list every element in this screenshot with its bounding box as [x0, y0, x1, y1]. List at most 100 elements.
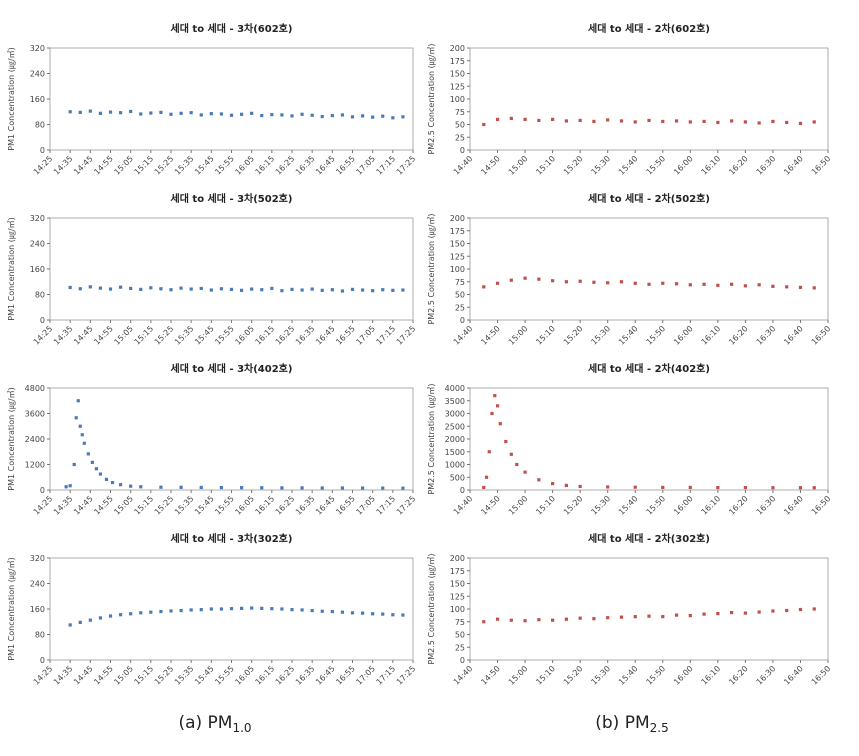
y-tick-label: 0: [460, 486, 465, 495]
x-tick-label: 16:05: [233, 324, 256, 347]
y-axis-label: PM1 Concentration (㎍/㎥): [7, 387, 17, 490]
data-point: [78, 110, 82, 114]
data-point: [578, 118, 582, 123]
x-tick-label: 15:25: [153, 664, 176, 687]
data-point: [149, 610, 153, 614]
data-point: [199, 485, 203, 490]
data-point: [360, 114, 365, 118]
x-tick-label: 15:50: [645, 494, 668, 517]
data-point: [169, 112, 173, 116]
data-point: [330, 609, 334, 614]
data-point: [523, 276, 527, 280]
data-point: [785, 608, 789, 613]
x-tick-label: 14:55: [92, 494, 115, 517]
x-tick-label: 15:15: [133, 664, 156, 687]
y-axis-label: PM2.5 Concentration (㎍/㎥): [427, 383, 437, 494]
data-point: [98, 472, 103, 476]
data-point: [199, 608, 203, 612]
x-tick-label: 16:35: [294, 154, 317, 177]
data-point: [360, 611, 365, 615]
y-tick-label: 150: [450, 580, 465, 589]
data-point: [592, 617, 596, 621]
data-point: [179, 286, 183, 290]
data-point: [209, 112, 213, 116]
data-point: [730, 282, 734, 286]
y-tick-label: 3600: [25, 410, 45, 419]
data-point: [118, 483, 123, 487]
chart-title: 세대 to 세대 - 3차(402호): [171, 362, 293, 375]
plot-frame: [469, 387, 829, 491]
data-point: [350, 115, 355, 119]
data-point: [94, 467, 98, 471]
x-tick-label: 15:10: [534, 324, 557, 347]
data-point: [812, 120, 816, 124]
caption-sub: 1.0: [232, 721, 251, 735]
x-tick-label: 16:15: [254, 154, 277, 177]
data-point: [250, 287, 254, 291]
data-point: [674, 282, 679, 286]
data-point: [78, 424, 82, 428]
y-tick-label: 25: [455, 643, 465, 652]
data-point: [270, 286, 274, 291]
y-tick-label: 320: [30, 214, 45, 223]
x-tick-label: 15:05: [112, 664, 135, 687]
x-tick-label: 15:55: [213, 154, 236, 177]
data-point: [260, 486, 264, 490]
x-tick-label: 15:50: [645, 664, 668, 687]
y-axis-label: PM1 Concentration (㎍/㎥): [7, 217, 17, 320]
x-tick-label: 17:25: [395, 324, 418, 347]
y-tick-label: 0: [40, 486, 45, 495]
data-point: [619, 119, 624, 123]
data-point: [674, 119, 679, 123]
x-tick-label: 16:15: [254, 664, 277, 687]
x-tick-label: 15:30: [589, 324, 612, 347]
data-point: [688, 614, 692, 618]
x-tick-label: 16:05: [233, 154, 256, 177]
data-point: [360, 486, 365, 490]
data-point: [606, 485, 610, 489]
x-tick-label: 15:15: [133, 324, 156, 347]
x-tick-label: 16:15: [254, 494, 277, 517]
y-tick-label: 320: [30, 44, 45, 53]
data-point: [661, 119, 665, 124]
x-tick-label: 15:00: [507, 664, 530, 687]
y-tick-label: 75: [455, 618, 465, 627]
data-point: [68, 623, 72, 627]
x-tick-label: 15:45: [193, 324, 216, 347]
data-point: [661, 485, 665, 490]
y-tick-label: 2400: [25, 435, 45, 444]
y-tick-label: 1500: [445, 448, 465, 457]
data-point: [771, 486, 775, 490]
data-point: [688, 120, 692, 124]
x-tick-label: 16:20: [727, 664, 750, 687]
data-point: [300, 608, 304, 612]
x-tick-label: 16:45: [314, 324, 337, 347]
x-tick-label: 15:55: [213, 494, 236, 517]
data-point: [159, 287, 163, 291]
data-point: [78, 620, 82, 624]
x-tick-label: 16:10: [700, 664, 723, 687]
data-point: [340, 289, 345, 293]
data-point: [280, 607, 284, 611]
x-tick-label: 14:45: [72, 154, 95, 177]
data-point: [702, 282, 706, 286]
data-point: [149, 286, 153, 290]
y-tick-label: 0: [460, 316, 465, 325]
x-tick-label: 14:25: [32, 324, 55, 347]
x-tick-label: 16:25: [274, 324, 297, 347]
y-tick-label: 200: [450, 554, 465, 563]
data-point: [785, 285, 789, 289]
data-point: [551, 279, 555, 283]
x-tick-label: 15:55: [213, 324, 236, 347]
data-point: [785, 120, 789, 125]
data-point: [74, 416, 78, 420]
x-tick-label: 15:20: [562, 324, 585, 347]
data-point: [360, 288, 365, 292]
data-point: [619, 615, 624, 619]
data-point: [239, 606, 244, 610]
data-point: [371, 115, 375, 119]
x-tick-label: 16:55: [334, 664, 357, 687]
data-point: [493, 394, 497, 398]
data-point: [98, 286, 103, 290]
x-tick-label: 16:10: [700, 494, 723, 517]
